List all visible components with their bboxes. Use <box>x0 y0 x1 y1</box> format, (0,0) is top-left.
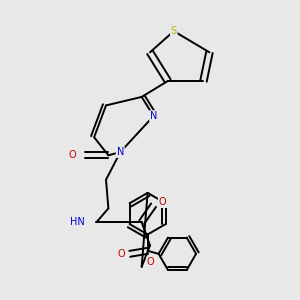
Text: O: O <box>117 249 125 259</box>
Text: N: N <box>150 111 157 121</box>
Text: N: N <box>117 147 124 157</box>
Text: O: O <box>159 197 166 207</box>
Text: O: O <box>69 150 76 160</box>
Text: S: S <box>171 26 177 36</box>
Text: HN: HN <box>70 217 85 227</box>
Text: O: O <box>147 257 154 267</box>
